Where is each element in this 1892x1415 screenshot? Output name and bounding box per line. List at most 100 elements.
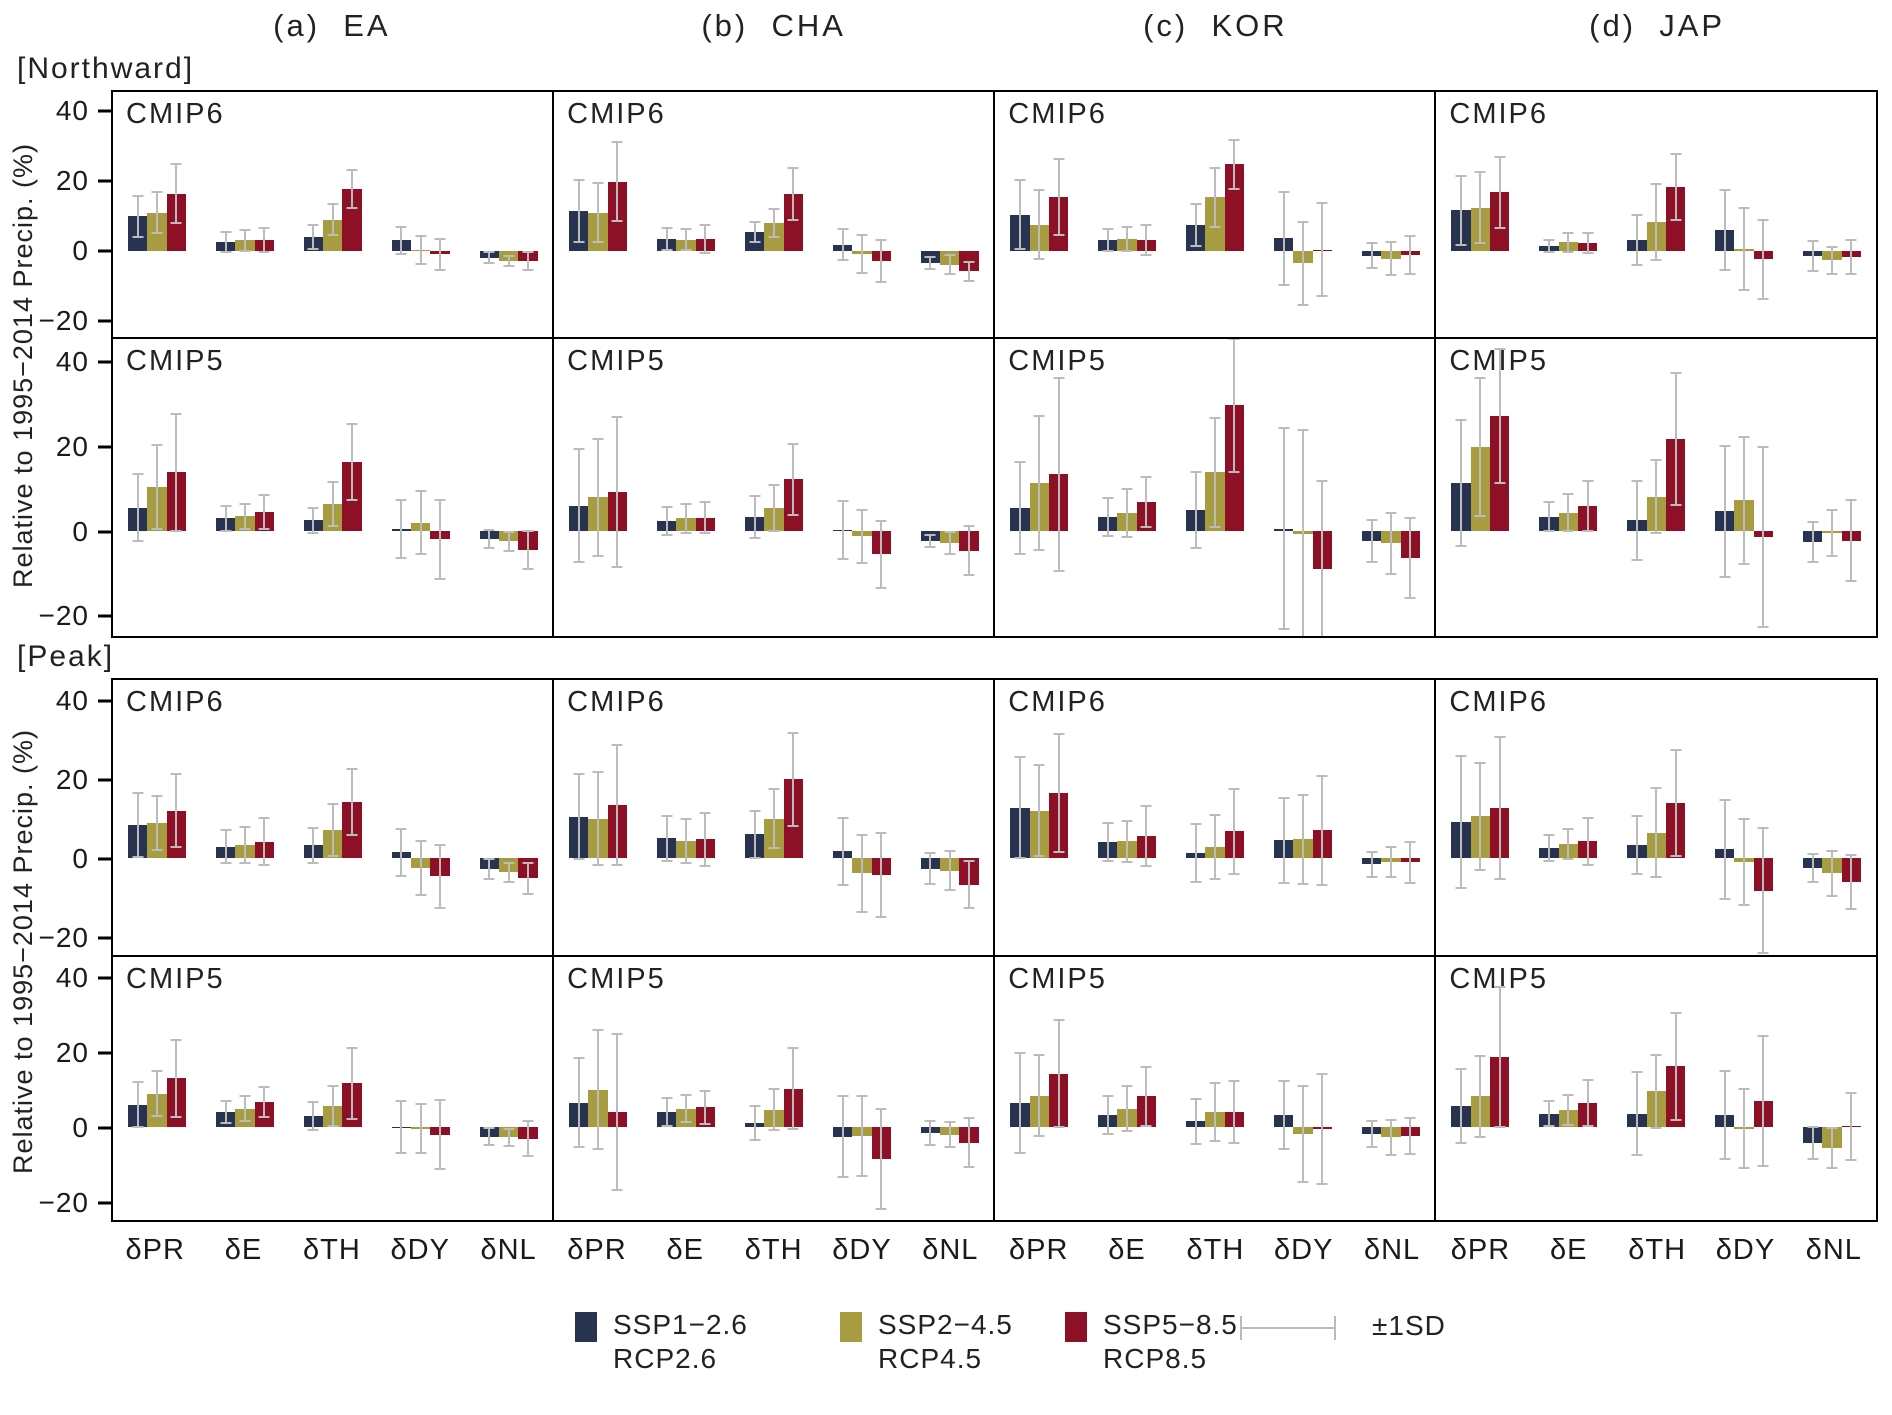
error-bar-cap: [1209, 1140, 1221, 1143]
error-bar-cap: [170, 1038, 182, 1041]
model-label: CMIP5: [126, 963, 225, 995]
error-bar-cap: [522, 1120, 534, 1123]
error-bar-cap: [327, 1085, 339, 1088]
error-bar-line: [772, 1089, 775, 1130]
error-bar-cap: [1543, 833, 1555, 836]
error-bar-line: [1389, 242, 1392, 275]
error-bar-line: [331, 481, 334, 526]
error-bar-cap: [768, 1088, 780, 1091]
error-bar-cap: [699, 1122, 711, 1125]
error-bar-line: [1743, 207, 1746, 291]
error-bar-cap: [1140, 475, 1152, 478]
error-bar-cap: [346, 498, 358, 501]
error-bar-cap: [787, 218, 799, 221]
error-bar-line: [841, 500, 844, 560]
error-bar-cap: [434, 1099, 446, 1102]
y-tick-mark: [98, 1051, 111, 1055]
error-bar-line: [1370, 1120, 1373, 1147]
panel-kor-cmip6-northward: CMIP6: [993, 90, 1437, 339]
error-bar-cap: [611, 415, 623, 418]
error-bar-cap: [1121, 860, 1133, 863]
error-bar-cap: [573, 241, 585, 244]
error-bar-cap: [661, 533, 673, 536]
error-bar-cap: [1053, 732, 1065, 735]
error-bar-cap: [1278, 882, 1290, 885]
error-bar-cap: [749, 1138, 761, 1141]
error-bar-line: [1370, 520, 1373, 563]
panel-row: 40 20 0 −20 CMIP6 CMIP6 CMIP6 CMIP6: [0, 90, 1892, 339]
error-bar-line: [351, 424, 354, 500]
error-bar-cap: [1670, 218, 1682, 221]
x-category-label: δNL: [1363, 1234, 1421, 1266]
error-bar-line: [312, 827, 315, 863]
error-bar-cap: [239, 825, 251, 828]
error-bar-cap: [503, 265, 515, 268]
error-bar-cap: [1102, 1094, 1114, 1097]
error-bar-cap: [1455, 243, 1467, 246]
error-bar-cap: [1053, 569, 1065, 572]
x-category-label: δNL: [1805, 1234, 1862, 1266]
error-bar-cap: [592, 864, 604, 867]
error-bar-cap: [1033, 548, 1045, 551]
error-bar-line: [929, 535, 932, 547]
error-bar-line: [1459, 1069, 1462, 1144]
error-bar-cap: [787, 731, 799, 734]
model-label: CMIP5: [567, 963, 666, 995]
x-category-label: δDY: [1274, 1234, 1334, 1266]
error-bar-line: [597, 772, 600, 866]
y-axis-gutter: 40 20 0 −20: [0, 337, 111, 638]
model-label: CMIP6: [1008, 685, 1107, 718]
error-bar-cap: [307, 223, 319, 226]
error-bar-cap: [503, 1144, 515, 1147]
error-bar-line: [400, 226, 403, 255]
error-bar-cap: [749, 537, 761, 540]
error-bar-cap: [1404, 517, 1416, 520]
error-bar-cap: [220, 1122, 232, 1125]
error-bar-line: [263, 228, 266, 253]
error-bar-cap: [680, 862, 692, 865]
error-bar-cap: [875, 1108, 887, 1111]
legend: SSP1−2.6 RCP2.6 SSP2−4.5 RCP4.5 SSP5−8.5…: [0, 1298, 1892, 1415]
error-bar-line: [155, 445, 158, 529]
error-bar-cap: [327, 524, 339, 527]
error-bar-cap: [1228, 787, 1240, 790]
error-bar-cap: [1404, 1117, 1416, 1120]
error-bar-cap: [327, 203, 339, 206]
error-bar-cap: [522, 892, 534, 895]
error-bar-cap: [944, 530, 956, 533]
error-bar-cap: [1738, 818, 1750, 821]
error-bar-cap: [1209, 1081, 1221, 1084]
error-bar-cap: [1209, 416, 1221, 419]
error-bar-line: [419, 841, 422, 895]
error-bar-line: [1321, 480, 1324, 636]
error-bar-cap: [1582, 816, 1594, 819]
error-bar-cap: [1845, 498, 1857, 501]
error-bar-cap: [503, 1127, 515, 1130]
error-bar-cap: [1494, 877, 1506, 880]
error-bar-cap: [151, 232, 163, 235]
error-bar-line: [860, 510, 863, 563]
error-bar-cap: [924, 545, 936, 548]
error-bar-cap: [346, 1047, 358, 1050]
error-bar-line: [527, 1121, 529, 1156]
error-bar-line: [1389, 1119, 1392, 1156]
error-bar-cap: [1670, 372, 1682, 375]
error-bar-cap: [1738, 206, 1750, 209]
error-bar-line: [1498, 348, 1501, 483]
error-bar-cap: [611, 864, 623, 867]
y-tick-mark: [98, 857, 111, 861]
model-label: CMIP6: [1008, 98, 1107, 130]
error-bar-line: [1743, 1088, 1746, 1169]
error-bar-line: [1038, 1054, 1041, 1137]
error-bar-line: [1126, 1085, 1129, 1132]
error-bar-cap: [258, 817, 270, 820]
legend-label-line1: SSP1−2.6: [613, 1309, 748, 1340]
error-bar-cap: [837, 1095, 849, 1098]
panel-jap-cmip5-northward: CMIP5: [1434, 336, 1878, 638]
error-bar-line: [1321, 203, 1324, 297]
error-bar-cap: [1670, 1118, 1682, 1121]
error-bar-line: [1282, 191, 1285, 285]
error-bar-cap: [239, 229, 251, 232]
error-bar-cap: [1209, 813, 1221, 816]
error-bar-cap: [434, 1168, 446, 1171]
